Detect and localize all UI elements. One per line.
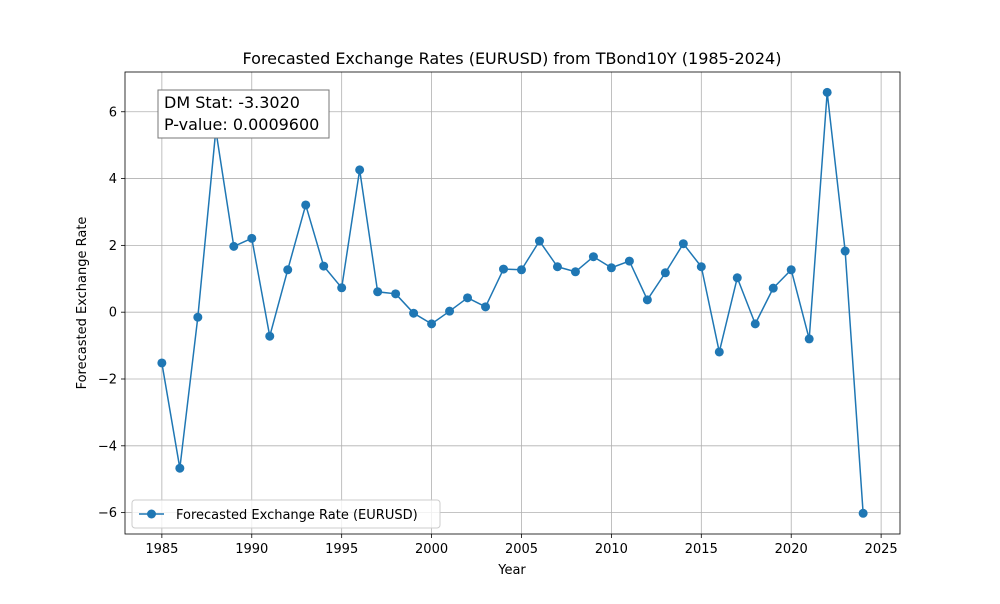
data-point — [804, 334, 814, 344]
data-point — [678, 239, 688, 249]
legend-box — [131, 499, 441, 529]
x-tick-label: 1995 — [325, 542, 358, 557]
data-point — [265, 331, 275, 341]
data-point — [337, 283, 347, 293]
data-point — [175, 463, 185, 473]
plot-frame — [124, 71, 901, 535]
data-point — [570, 267, 580, 277]
data-point — [714, 347, 724, 357]
p-value-text: P-value: 0.0009600 — [164, 115, 319, 134]
stats-annotation-box — [157, 89, 330, 139]
y-tick-label: 0 — [109, 306, 117, 321]
data-point — [642, 295, 652, 305]
x-tick-label: 2015 — [685, 542, 718, 557]
legend-entry-label: Forecasted Exchange Rate (EURUSD) — [176, 508, 418, 523]
y-tick-label: 4 — [109, 172, 117, 187]
data-point — [193, 312, 203, 322]
x-tick-label: 2025 — [865, 542, 898, 557]
series-line — [161, 91, 864, 514]
data-point — [660, 268, 670, 278]
x-tick-label: 2010 — [595, 542, 628, 557]
data-point — [552, 262, 562, 272]
y-tick-label: −4 — [98, 439, 117, 454]
data-point — [750, 319, 760, 329]
grid — [125, 72, 900, 534]
data-point — [229, 241, 239, 251]
x-tick-label: 1985 — [145, 542, 178, 557]
data-point — [463, 293, 473, 303]
x-tick-label: 2000 — [415, 542, 448, 557]
series — [157, 87, 868, 518]
data-point — [481, 302, 491, 312]
data-point — [840, 246, 850, 256]
data-point — [516, 265, 526, 275]
data-point — [606, 263, 616, 273]
y-axis-label: Forecasted Exchange Rate — [75, 217, 90, 390]
data-point — [732, 273, 742, 283]
x-tick-label: 2020 — [775, 542, 808, 557]
x-tick-label: 1990 — [235, 542, 268, 557]
data-point — [319, 261, 329, 271]
chart-title: Forecasted Exchange Rates (EURUSD) from … — [243, 49, 782, 68]
ticks: 1985 1990 1995 2000 2005 2010 2015 2020 2025 −6 −4… — [98, 105, 898, 557]
data-point — [768, 283, 778, 293]
data-point — [445, 306, 455, 316]
data-point — [534, 236, 544, 246]
y-tick-label: 6 — [109, 105, 117, 120]
legend: Forecasted Exchange Rate (EURUSD) — [131, 499, 441, 529]
axes — [124, 71, 901, 535]
data-point — [822, 87, 832, 97]
data-point — [373, 287, 383, 297]
data-point — [427, 319, 437, 329]
data-point — [624, 256, 634, 266]
data-point — [355, 165, 365, 175]
data-point — [283, 265, 293, 275]
y-tick-label: −2 — [98, 372, 117, 387]
data-point — [588, 252, 598, 262]
data-point — [499, 264, 509, 274]
y-tick-label: 2 — [109, 239, 117, 254]
legend-marker-swatch — [147, 509, 156, 519]
data-point — [786, 265, 796, 275]
x-tick-label: 2005 — [505, 542, 538, 557]
data-point — [247, 233, 257, 243]
data-point — [858, 508, 868, 518]
stats-annotation: DM Stat: -3.3020 P-value: 0.0009600 — [157, 89, 330, 139]
data-point — [157, 358, 167, 368]
data-point — [301, 200, 311, 210]
data-point — [409, 308, 419, 318]
y-tick-label: −6 — [98, 506, 117, 521]
data-point — [391, 289, 401, 299]
dm-stat-text: DM Stat: -3.3020 — [164, 93, 300, 112]
x-axis-label: Year — [497, 563, 526, 578]
data-point — [696, 262, 706, 272]
